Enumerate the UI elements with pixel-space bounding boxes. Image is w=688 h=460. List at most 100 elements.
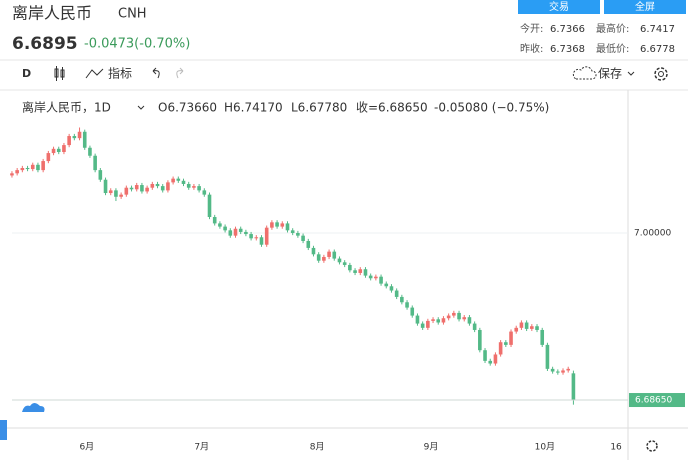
candle-body: [98, 170, 103, 180]
candle-body: [134, 185, 139, 190]
symbol-name: 离岸人民币: [12, 4, 92, 23]
candle-body: [415, 315, 420, 324]
candle-body: [301, 235, 305, 241]
candle-body: [571, 373, 576, 401]
trade-label[interactable]: 交易: [549, 0, 569, 13]
candle-body: [472, 323, 477, 330]
candle-body: [358, 269, 363, 273]
candle-body: [441, 318, 446, 323]
indicators[interactable]: 指标: [108, 66, 132, 81]
stat-label: 最低价:: [596, 42, 629, 55]
candle-body: [46, 153, 51, 162]
candle-body: [556, 371, 560, 373]
candle-body: [400, 296, 404, 303]
symbol-code: CNH: [118, 7, 147, 22]
candle-body: [88, 147, 92, 156]
candle-body: [218, 223, 222, 227]
candle-body: [72, 136, 77, 139]
candle-body: [545, 344, 550, 369]
candle-body: [186, 183, 191, 188]
candle-body: [389, 286, 394, 291]
candle-body: [192, 186, 196, 188]
legend-low: L6.67780: [291, 101, 347, 115]
candle-body: [160, 186, 165, 191]
candle-body: [426, 320, 430, 328]
candle-body: [212, 217, 217, 224]
candle-body: [15, 170, 19, 174]
candle-body: [233, 228, 238, 236]
candle-body: [270, 222, 274, 228]
candle-body: [316, 254, 321, 261]
price: 6.6895: [12, 34, 78, 54]
axis-settings-icon[interactable]: [646, 440, 658, 452]
interval[interactable]: D: [22, 67, 31, 80]
stat-label: 今开:: [520, 22, 543, 35]
price-change: -0.0473(-0.70%): [84, 37, 190, 52]
candle-body: [550, 368, 555, 372]
candle-body: [285, 223, 290, 231]
candle-body: [530, 326, 534, 329]
candle-body: [420, 323, 425, 328]
candle-body: [483, 350, 487, 361]
candle-body: [280, 223, 285, 227]
last-price-label: 6.68650: [635, 396, 672, 406]
candle-body: [140, 185, 144, 192]
candle-icon[interactable]: [54, 66, 65, 81]
candle-body: [103, 179, 108, 194]
candle-body: [114, 190, 118, 197]
candle-body: [535, 326, 539, 330]
cloud-icon[interactable]: [572, 66, 597, 80]
candle-body: [129, 187, 134, 190]
redo[interactable]: [176, 67, 184, 79]
candle-body: [498, 342, 503, 355]
candle-body: [374, 276, 378, 279]
candle-body: [36, 164, 40, 171]
candle-body: [394, 290, 399, 297]
candle-body: [10, 173, 14, 176]
candle-body: [327, 251, 331, 257]
legend-change: -0.05080 (−0.75%): [434, 101, 549, 115]
candle-body: [509, 331, 513, 345]
trade-button[interactable]: [518, 0, 600, 14]
candle-body: [25, 167, 30, 170]
candle-body: [462, 317, 467, 320]
save[interactable]: 保存: [598, 67, 622, 81]
fullscreen-button[interactable]: [604, 0, 686, 14]
candle-body: [311, 247, 316, 255]
candle-body: [207, 194, 212, 218]
stat-value: 6.7368: [550, 44, 585, 55]
candle-body: [290, 230, 295, 233]
candle-body: [124, 187, 129, 195]
candle-body: [275, 222, 279, 227]
legend-caret[interactable]: [137, 105, 145, 110]
candle-body: [493, 354, 498, 364]
candle-body: [82, 131, 87, 148]
x-tick-label: 9月: [424, 442, 439, 453]
candle-body: [368, 275, 373, 279]
candle-body: [20, 167, 25, 171]
candle-body: [249, 234, 253, 239]
candle-body: [259, 237, 264, 245]
candle-body: [155, 183, 160, 187]
side-tab[interactable]: [0, 420, 7, 440]
candle-body: [264, 227, 269, 245]
x-tick-label: 10月: [535, 442, 555, 453]
y-tick-label: 7.00000: [634, 228, 671, 238]
candle-body: [41, 161, 45, 171]
candle-body: [56, 148, 61, 153]
candle-body: [342, 262, 347, 265]
logo: [22, 403, 45, 412]
candle-body: [322, 256, 326, 261]
stat-label: 最高价:: [596, 22, 629, 35]
save-caret[interactable]: [627, 71, 635, 76]
fullscreen-label[interactable]: 全屏: [635, 0, 655, 13]
candle-body: [176, 178, 181, 181]
x-tick-label: 7月: [194, 442, 209, 453]
indicator-icon[interactable]: [85, 68, 104, 79]
undo[interactable]: [152, 67, 160, 79]
candle-body: [296, 232, 300, 236]
candle-body: [524, 322, 529, 329]
settings-icon[interactable]: [654, 67, 668, 81]
stat-label: 昨收:: [520, 42, 543, 55]
x-tick-label: 6月: [79, 442, 94, 453]
